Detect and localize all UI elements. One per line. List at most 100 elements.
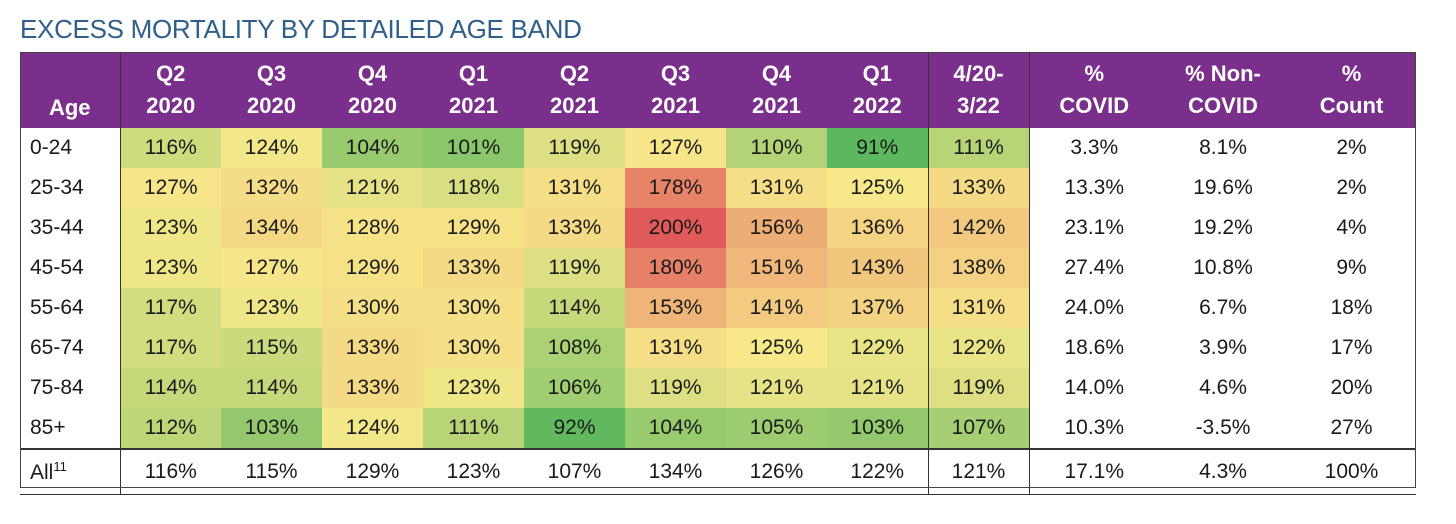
heatmap-cell: 121% — [827, 368, 928, 408]
heatmap-cell: 129% — [322, 448, 423, 495]
covid-percent-cell: 18.6% — [1029, 328, 1159, 368]
column-header-line2: 2021 — [752, 93, 801, 118]
heatmap-cell: 127% — [119, 168, 221, 208]
column-header: Q2 2021 — [524, 52, 625, 128]
heatmap-cell: 127% — [221, 248, 322, 288]
heatmap-cell: 117% — [119, 328, 221, 368]
heatmap-cell: 122% — [827, 448, 928, 495]
heatmap-cell: 131% — [927, 288, 1030, 328]
non-covid-percent-cell: -3.5% — [1159, 408, 1287, 449]
heatmap-cell: 153% — [625, 288, 726, 328]
heatmap-cell: 125% — [827, 168, 928, 208]
heatmap-cell: 123% — [221, 288, 322, 328]
heatmap-cell: 156% — [726, 208, 827, 248]
heatmap-cell: 121% — [322, 168, 423, 208]
heatmap-cell: 104% — [625, 408, 726, 449]
heatmap-cell: 134% — [221, 208, 322, 248]
age-band-text: 45-54 — [30, 256, 84, 279]
heatmap-cell: 129% — [322, 248, 423, 288]
heatmap-cell: 131% — [726, 168, 827, 208]
heatmap-cell: 92% — [524, 408, 625, 449]
heatmap-cell: 122% — [927, 328, 1030, 368]
column-header-line2: 2021 — [550, 93, 599, 118]
column-header-line1: 4/20- — [953, 61, 1004, 86]
column-header-line2: 2022 — [852, 93, 902, 118]
column-header-line1 — [20, 60, 120, 92]
heatmap-cell: 103% — [221, 408, 322, 449]
heatmap-cell: 125% — [726, 328, 827, 368]
heatmap-cell: 114% — [119, 368, 221, 408]
heatmap-cell: 178% — [625, 168, 726, 208]
column-header-line2: COVID — [1059, 93, 1130, 118]
column-header-line2: 2021 — [651, 93, 700, 118]
mortality-table: Age Q2 2020 Q3 2020 Q4 2020 Q1 2021 Q2 2021 Q3 2021 Q… — [20, 52, 1416, 495]
column-header-line2: 3/22 — [957, 93, 1000, 118]
heatmap-cell: 133% — [423, 248, 524, 288]
heatmap-cell: 132% — [221, 168, 322, 208]
heatmap-cell: 136% — [827, 208, 928, 248]
heatmap-cell: 110% — [726, 128, 827, 168]
heatmap-cell: 114% — [221, 368, 322, 408]
heatmap-cell: 133% — [322, 328, 423, 368]
heatmap-cell: 119% — [927, 368, 1030, 408]
count-percent-cell: 9% — [1287, 248, 1416, 288]
heatmap-cell: 123% — [119, 248, 221, 288]
heatmap-cell: 115% — [221, 328, 322, 368]
covid-percent-cell: 10.3% — [1029, 408, 1159, 449]
heatmap-cell: 106% — [524, 368, 625, 408]
table-row: 65-74 117% 115% 133% 130% 108% 131% 125% 122% 122… — [20, 328, 1416, 368]
non-covid-percent-cell: 4.3% — [1159, 448, 1287, 495]
count-percent-cell: 4% — [1287, 208, 1416, 248]
heatmap-cell: 107% — [524, 448, 625, 495]
column-header: Q4 2021 — [726, 52, 827, 128]
column-header: Q3 2021 — [625, 52, 726, 128]
heatmap-cell: 127% — [625, 128, 726, 168]
heatmap-cell: 114% — [524, 288, 625, 328]
non-covid-percent-cell: 4.6% — [1159, 368, 1287, 408]
covid-percent-cell: 3.3% — [1029, 128, 1159, 168]
column-header: Q1 2022 — [827, 52, 928, 128]
heatmap-cell: 112% — [119, 408, 221, 449]
age-band-text: 75-84 — [30, 376, 84, 399]
count-percent-cell: 18% — [1287, 288, 1416, 328]
heatmap-cell: 133% — [927, 168, 1030, 208]
table-row: 55-64 117% 123% 130% 130% 114% 153% 141% 137% 131… — [20, 288, 1416, 328]
heatmap-cell: 133% — [322, 368, 423, 408]
table-row: 35-44 123% 134% 128% 129% 133% 200% 156% 136% 142… — [20, 208, 1416, 248]
column-header-line1: Q2 — [156, 61, 186, 86]
heatmap-cell: 141% — [726, 288, 827, 328]
column-header: Q4 2020 — [322, 52, 423, 128]
heatmap-cell: 130% — [423, 288, 524, 328]
column-header: 4/20- 3/22 — [927, 52, 1030, 128]
heatmap-cell: 142% — [927, 208, 1030, 248]
non-covid-percent-cell: 6.7% — [1159, 288, 1287, 328]
heatmap-cell: 138% — [927, 248, 1030, 288]
count-percent-cell: 17% — [1287, 328, 1416, 368]
age-band-label: 45-54 — [20, 248, 120, 288]
column-header: % Non- COVID — [1159, 52, 1287, 128]
column-header: Q2 2020 — [119, 52, 221, 128]
heatmap-cell: 103% — [827, 408, 928, 449]
table-row: 85+ 112% 103% 124% 111% 92% 104% 105% 103% 107% 10… — [20, 408, 1416, 449]
table-row: 0-24 116% 124% 104% 101% 119% 127% 110% 91% 111% 3… — [20, 128, 1416, 168]
age-band-text: 85+ — [30, 416, 66, 439]
heatmap-cell: 101% — [423, 128, 524, 168]
heatmap-cell: 119% — [524, 128, 625, 168]
count-percent-cell: 20% — [1287, 368, 1416, 408]
column-header: Q1 2021 — [423, 52, 524, 128]
table-row: 25-34 127% 132% 121% 118% 131% 178% 131% 125% 133… — [20, 168, 1416, 208]
heatmap-cell: 130% — [423, 328, 524, 368]
heatmap-cell: 118% — [423, 168, 524, 208]
non-covid-percent-cell: 8.1% — [1159, 128, 1287, 168]
column-header-line1: Q3 — [256, 61, 287, 86]
age-band-label: 75-84 — [20, 368, 120, 408]
age-band-text: 35-44 — [30, 216, 84, 239]
age-band-text: 65-74 — [30, 336, 84, 359]
age-band-label: All11 — [20, 448, 120, 495]
age-band-label: 0-24 — [20, 128, 120, 168]
heatmap-cell: 130% — [322, 288, 423, 328]
count-percent-cell: 27% — [1287, 408, 1416, 449]
heatmap-cell: 200% — [625, 208, 726, 248]
heatmap-cell: 124% — [322, 408, 423, 449]
column-header-line1: Q2 — [559, 61, 590, 86]
